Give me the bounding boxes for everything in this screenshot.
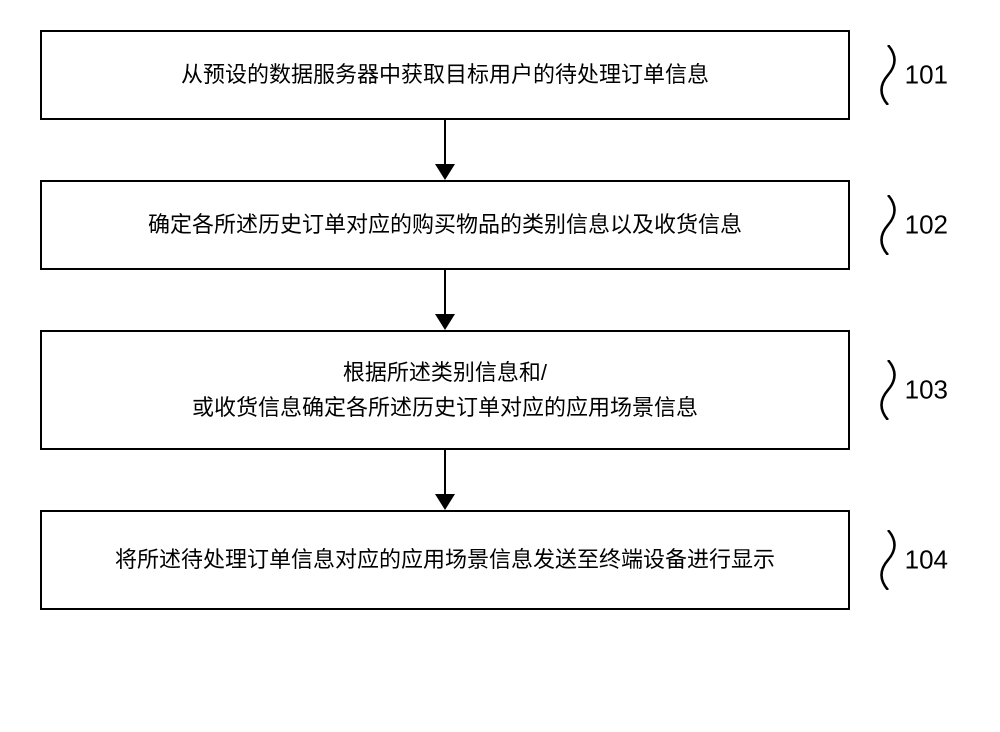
step-label-2: 102 bbox=[905, 210, 948, 241]
arrow-head bbox=[435, 314, 455, 330]
arrow-1 bbox=[40, 120, 850, 180]
step-box-1: 从预设的数据服务器中获取目标用户的待处理订单信息 101 bbox=[40, 30, 850, 120]
arrow-line bbox=[444, 120, 446, 165]
arrow-line bbox=[444, 450, 446, 495]
step-text-4: 将所述待处理订单信息对应的应用场景信息发送至终端设备进行显示 bbox=[115, 542, 775, 577]
arrow-head bbox=[435, 164, 455, 180]
wave-connector-2 bbox=[873, 195, 903, 255]
arrow-line bbox=[444, 270, 446, 315]
arrow-head bbox=[435, 494, 455, 510]
step-label-1: 101 bbox=[905, 60, 948, 91]
step-text-1: 从预设的数据服务器中获取目标用户的待处理订单信息 bbox=[181, 57, 709, 92]
step-text-2: 确定各所述历史订单对应的购买物品的类别信息以及收货信息 bbox=[148, 207, 742, 242]
wave-connector-4 bbox=[873, 530, 903, 590]
wave-connector-3 bbox=[873, 360, 903, 420]
step-text-3: 根据所述类别信息和/或收货信息确定各所述历史订单对应的应用场景信息 bbox=[192, 355, 698, 425]
flowchart-container: 从预设的数据服务器中获取目标用户的待处理订单信息 101 确定各所述历史订单对应… bbox=[40, 30, 960, 610]
step-box-4: 将所述待处理订单信息对应的应用场景信息发送至终端设备进行显示 104 bbox=[40, 510, 850, 610]
wave-connector-1 bbox=[873, 45, 903, 105]
step-label-4: 104 bbox=[905, 545, 948, 576]
step-label-3: 103 bbox=[905, 375, 948, 406]
step-box-3: 根据所述类别信息和/或收货信息确定各所述历史订单对应的应用场景信息 103 bbox=[40, 330, 850, 450]
arrow-3 bbox=[40, 450, 850, 510]
step-box-2: 确定各所述历史订单对应的购买物品的类别信息以及收货信息 102 bbox=[40, 180, 850, 270]
arrow-2 bbox=[40, 270, 850, 330]
